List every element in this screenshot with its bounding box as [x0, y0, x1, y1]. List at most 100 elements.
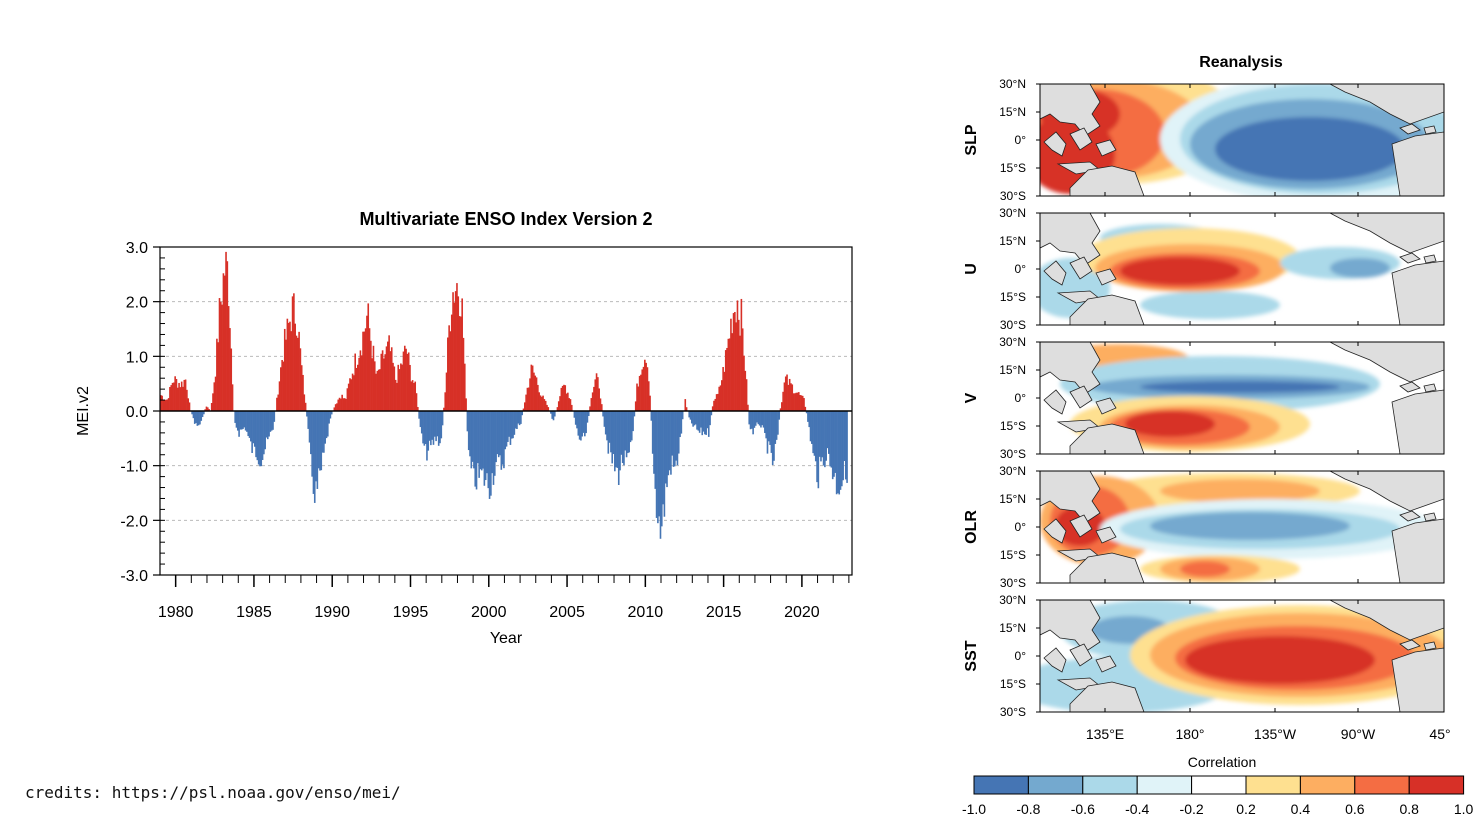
bar [792, 393, 795, 411]
bar [407, 352, 410, 411]
contour-region [1160, 479, 1320, 503]
bar [647, 381, 650, 411]
lat-label: 15°N [999, 363, 1026, 377]
bar [440, 411, 443, 439]
bar [735, 322, 737, 411]
bar [543, 399, 546, 411]
bar [387, 341, 389, 411]
bar [195, 411, 197, 423]
bar [187, 398, 190, 411]
bar [824, 411, 826, 468]
bar [629, 411, 632, 443]
bar [180, 381, 183, 411]
bar [166, 399, 169, 411]
bar [231, 384, 234, 411]
panel-label: V [963, 392, 980, 403]
lat-label: 15°S [1000, 161, 1026, 175]
bar [612, 411, 615, 455]
bar [663, 411, 666, 517]
bar [714, 398, 717, 411]
landmass-samer [1391, 260, 1444, 325]
bar [409, 364, 411, 411]
bar [508, 411, 510, 437]
bar [834, 411, 837, 473]
bar [296, 337, 299, 411]
bar [213, 382, 216, 411]
bar [752, 411, 754, 435]
map-panel-v: 30°N 15°N 0° 15°S 30°S V [963, 335, 1445, 461]
bar [299, 348, 302, 411]
y-tick-label: 1.0 [126, 349, 148, 366]
bar [357, 364, 359, 411]
bar [790, 383, 792, 411]
bar [822, 411, 825, 466]
bar [507, 411, 509, 442]
contour-region [1330, 258, 1390, 278]
bar [666, 411, 668, 488]
bar [633, 411, 636, 417]
bar [293, 293, 295, 411]
bar [300, 365, 303, 411]
colorbar-tick-label: -0.6 [1071, 801, 1095, 817]
bar [518, 411, 521, 426]
contour-region [1150, 512, 1350, 540]
bar [737, 319, 740, 411]
bar [473, 411, 475, 469]
colorbar-tick-label: 0.2 [1236, 801, 1256, 817]
colorbar-tick-label: -0.4 [1125, 801, 1149, 817]
bar [537, 384, 539, 411]
bar [771, 411, 774, 465]
bar [406, 353, 409, 411]
lon-label: 135°E [1086, 726, 1124, 742]
bar [694, 411, 697, 425]
bar [375, 373, 377, 411]
bar [764, 411, 766, 433]
bar [833, 411, 835, 477]
bar [269, 411, 272, 432]
bar [443, 407, 445, 411]
bar [808, 411, 811, 428]
colorbar-tick-label: -0.8 [1016, 801, 1040, 817]
lon-label: 180° [1176, 726, 1205, 742]
bar [816, 411, 818, 483]
bar [306, 411, 308, 417]
bar [820, 411, 822, 462]
lat-label: 30°S [1000, 447, 1026, 461]
bar [234, 411, 236, 423]
bar [578, 411, 581, 440]
bar [585, 411, 587, 434]
bar [351, 373, 354, 411]
bar [276, 397, 278, 411]
bar [602, 411, 604, 417]
landmass-namer [1329, 342, 1444, 383]
panel-label: SLP [963, 124, 980, 155]
bar [584, 411, 586, 437]
bar [478, 411, 480, 478]
bar [171, 382, 174, 411]
bar [278, 381, 281, 411]
bar [170, 385, 173, 411]
bar [570, 404, 573, 411]
bar [367, 303, 370, 411]
bar [710, 411, 713, 416]
bar [671, 411, 674, 456]
bar [809, 411, 812, 442]
bar [569, 399, 572, 411]
bar [240, 411, 243, 430]
bar [452, 292, 454, 411]
bar [791, 384, 794, 411]
bar [175, 378, 178, 411]
bar [689, 411, 692, 420]
bar [370, 340, 372, 411]
lat-label: 15°N [999, 234, 1026, 248]
bar [754, 411, 757, 426]
bar [544, 400, 547, 411]
landmass-samer [1391, 131, 1444, 196]
lat-label: 0° [1015, 133, 1027, 147]
bar [217, 342, 220, 411]
bar [454, 291, 457, 411]
bar [193, 411, 196, 424]
bar [556, 407, 559, 411]
bar [795, 392, 797, 411]
bar [560, 387, 563, 411]
